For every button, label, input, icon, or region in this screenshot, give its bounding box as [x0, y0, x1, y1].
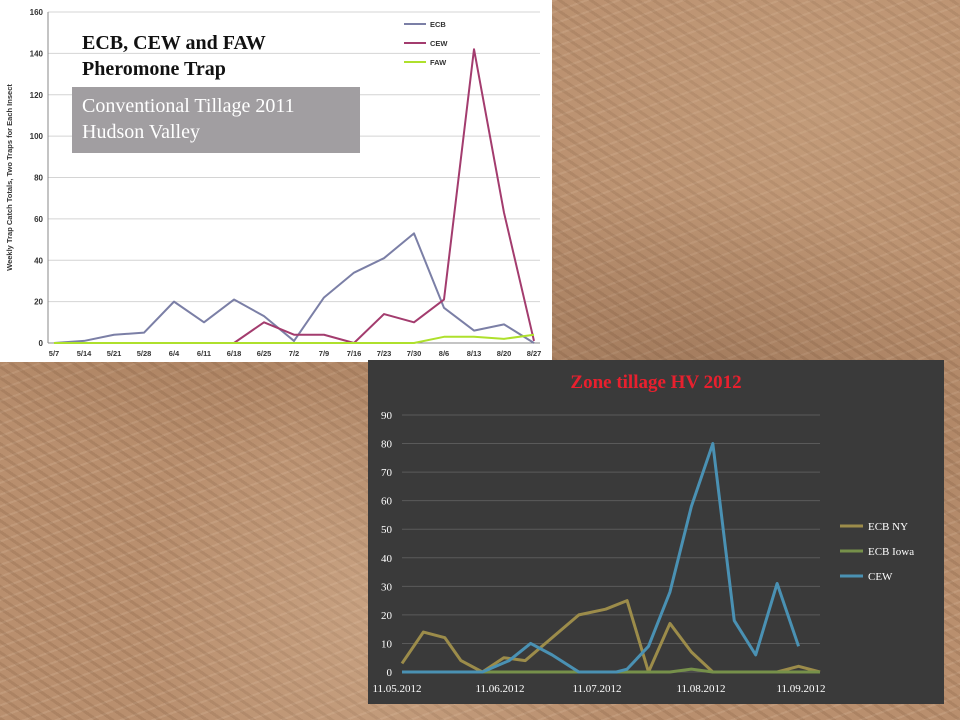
chart2-series-cew	[402, 442, 800, 674]
chart2-y-tick-label: 90	[381, 410, 393, 422]
chart2-y-tick-label: 40	[381, 553, 393, 565]
chart2-x-tick-label: 11.09.2012	[776, 683, 825, 695]
chart2-y-tick-label: 20	[381, 610, 393, 622]
chart2-y-tick-label: 10	[381, 638, 393, 650]
chart1-x-tick-label: 7/16	[347, 349, 362, 358]
chart1-y-tick-label: 160	[30, 8, 44, 17]
chart2-x-tick-label: 11.07.2012	[572, 683, 621, 695]
chart-zone-tillage-2012: 0 10 20 30 40 50 60 70 80 90 11.05.2012 11.06.2012 1…	[368, 360, 944, 704]
chart1-x-tick-label: 7/23	[377, 349, 392, 358]
chart2-series-ecb-iowa	[402, 667, 820, 674]
chart2-y-tick-label: 30	[381, 581, 393, 593]
chart1-title: ECB, CEW and FAW Pheromone Trap	[82, 32, 266, 80]
chart1-x-tick-label: 6/11	[197, 349, 211, 358]
chart1-x-tick-label: 5/14	[77, 349, 92, 358]
chart1-x-tick-label: 6/4	[169, 349, 180, 358]
chart-conventional-tillage-2011: 0 20 40 60 80 100 120 140 160 5/7 5/14 5/21 5/28 6/4 6…	[0, 0, 552, 362]
chart1-plot: 0 20 40 60 80 100 120 140 160 5/7 5/14 5/21 5/28 6/4 6…	[5, 8, 542, 358]
chart1-x-tick-label: 5/28	[137, 349, 152, 358]
chart1-legend-label-cew: CEW	[430, 39, 448, 48]
chart1-y-tick-label: 20	[34, 298, 43, 307]
chart1-series-faw	[54, 333, 535, 344]
chart1-y-tick-label: 40	[34, 256, 43, 265]
chart1-x-tick-label: 7/2	[289, 349, 299, 358]
chart1-x-tick-label: 8/27	[527, 349, 542, 358]
chart1-series-ecb	[53, 232, 535, 344]
chart1-x-tick-label: 7/30	[407, 349, 422, 358]
chart2-legend-label-ecb-iowa: ECB Iowa	[868, 546, 914, 558]
chart2-y-tick-label: 80	[381, 439, 393, 451]
chart1-subtitle: Conventional Tillage 2011 Hudson Valley	[72, 87, 360, 153]
chart1-x-tick-label: 5/21	[107, 349, 122, 358]
chart2-plot: 0 10 20 30 40 50 60 70 80 90 11.05.2012 11.06.2012 1…	[372, 410, 914, 695]
chart1-y-tick-label: 60	[34, 215, 43, 224]
chart2-series-ecb-ny	[400, 599, 821, 674]
chart1-y-tick-label: 140	[30, 49, 44, 58]
chart1-x-tick-label: 7/9	[319, 349, 329, 358]
chart2-y-tick-label: 60	[381, 496, 393, 508]
chart1-x-tick-label: 8/20	[497, 349, 512, 358]
chart1-x-tick-label: 8/13	[467, 349, 482, 358]
chart2-y-tick-label: 70	[381, 467, 393, 479]
chart1-y-tick-label: 80	[34, 174, 43, 183]
chart2-title: Zone tillage HV 2012	[570, 372, 742, 393]
chart2-legend-label-ecb-ny: ECB NY	[868, 521, 908, 533]
chart1-x-tick-label: 6/18	[227, 349, 242, 358]
chart1-x-tick-label: 8/6	[439, 349, 449, 358]
chart2-x-tick-label: 11.05.2012	[372, 683, 421, 695]
chart1-legend-label-faw: FAW	[430, 58, 447, 67]
chart1-y-tick-label: 0	[39, 339, 44, 348]
chart2-y-tick-label: 0	[387, 667, 393, 679]
chart1-x-tick-label: 5/7	[49, 349, 59, 358]
chart2-x-tick-label: 11.06.2012	[475, 683, 524, 695]
chart1-y-tick-label: 100	[30, 132, 44, 141]
chart1-y-axis-label: Weekly Trap Catch Totals, Two Traps for …	[5, 84, 14, 271]
chart1-x-tick-label: 6/25	[257, 349, 272, 358]
chart1-y-tick-label: 120	[30, 91, 44, 100]
chart2-y-tick-label: 50	[381, 524, 393, 536]
chart2-legend-label-cew: CEW	[868, 571, 893, 583]
chart2-x-tick-label: 11.08.2012	[676, 683, 725, 695]
chart1-legend-label-ecb: ECB	[430, 20, 446, 29]
